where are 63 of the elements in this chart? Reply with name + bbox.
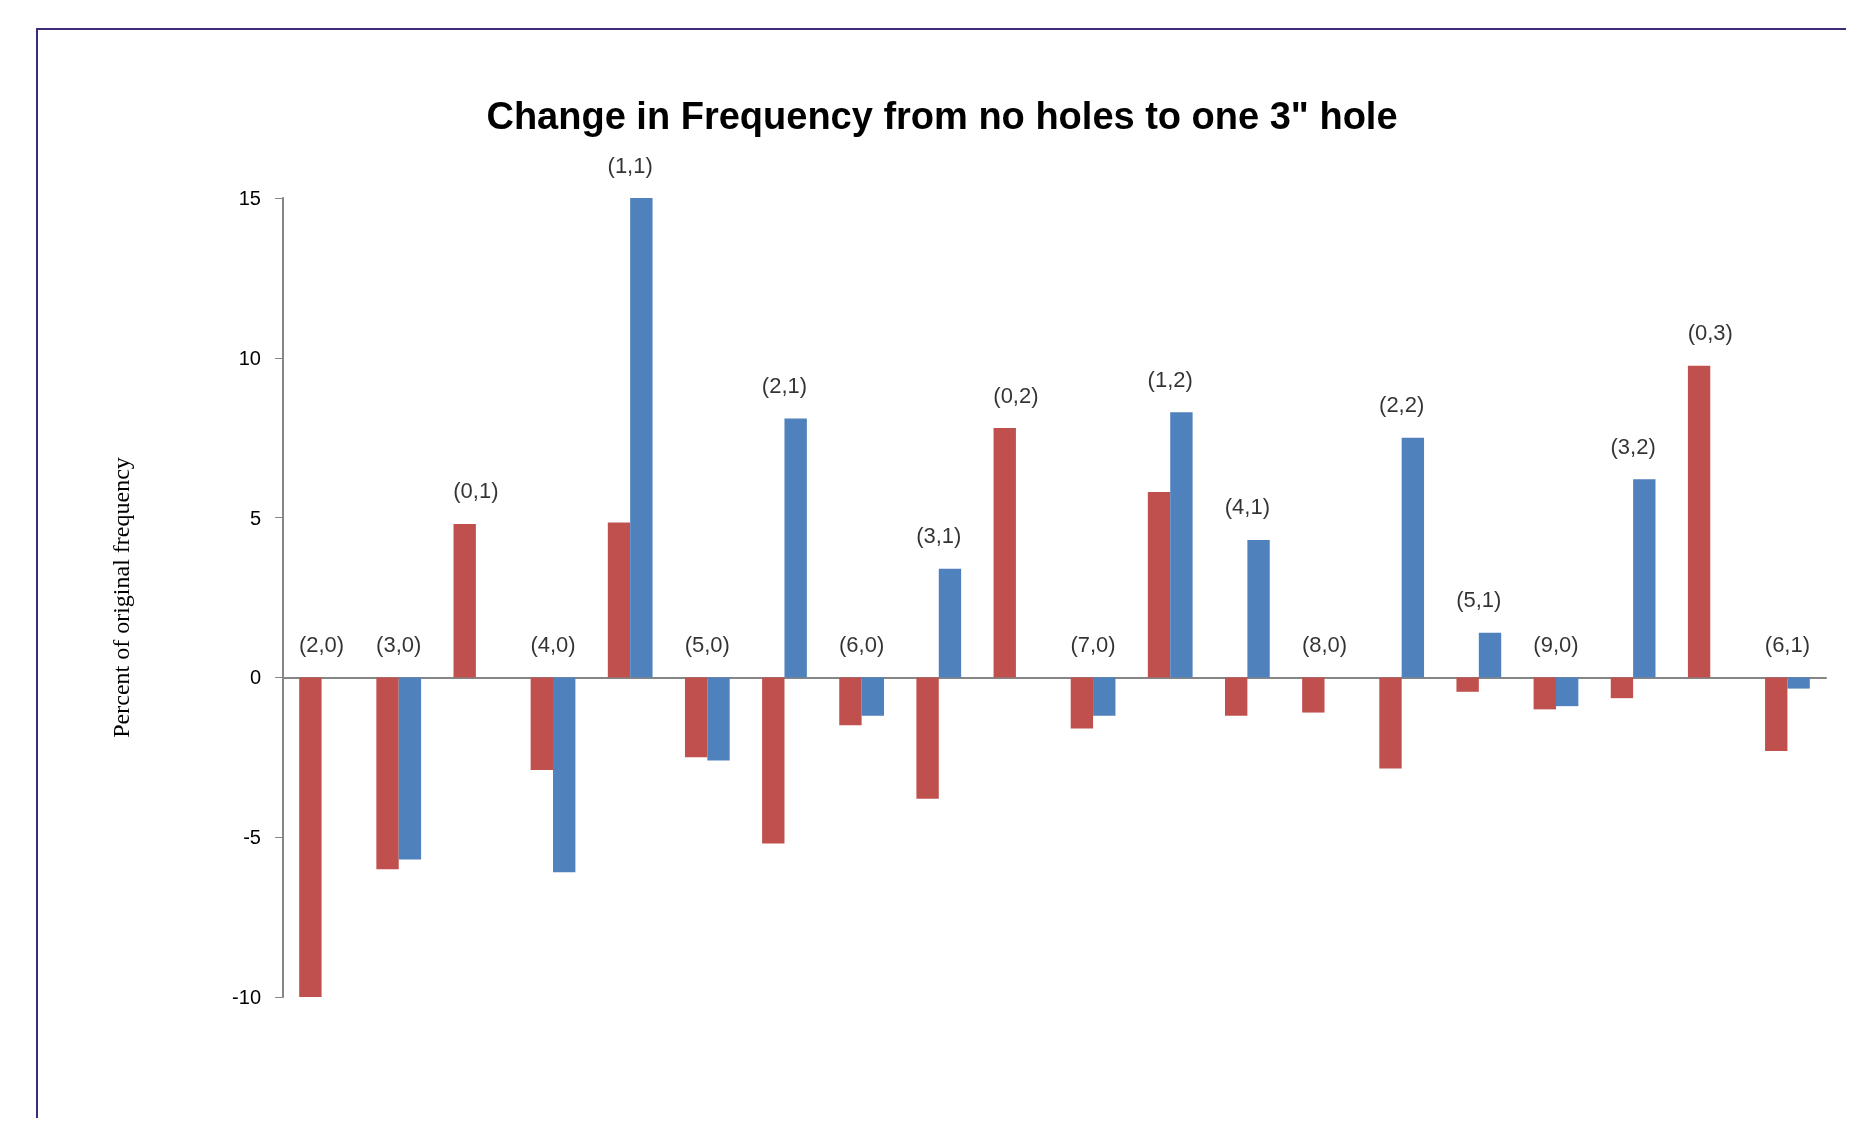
x-tick-label: (7,0) [1070, 631, 1116, 657]
bar [684, 677, 708, 758]
bar [1633, 479, 1656, 678]
bar [1401, 437, 1425, 678]
y-tick-label: -5 [243, 826, 261, 849]
bar [1765, 677, 1788, 751]
bar [1478, 632, 1502, 678]
bar [762, 677, 785, 844]
x-tick-label: (1,2) [1147, 366, 1193, 392]
bar [1379, 677, 1402, 769]
x-tick-label: (2,1) [761, 373, 808, 399]
bar [1247, 539, 1270, 678]
bar [630, 198, 653, 678]
x-tick-label: (5,1) [1456, 587, 1502, 613]
x-tick-label: (2,2) [1379, 392, 1425, 418]
y-tick-label: 0 [249, 666, 261, 689]
bar [1225, 677, 1248, 716]
bar [1610, 677, 1634, 699]
x-tick-label: (3,1) [916, 523, 962, 549]
x-tick-label: (2,0) [298, 631, 345, 657]
bar [707, 677, 730, 761]
bar [861, 677, 884, 716]
y-tick-label: 5 [249, 506, 261, 529]
x-tick-label: (9,0) [1533, 631, 1579, 657]
y-tick-label: 15 [238, 187, 261, 209]
bar [1555, 677, 1579, 707]
x-tick-label: (0,2) [993, 382, 1039, 408]
bar [1170, 412, 1193, 678]
bar [784, 418, 807, 678]
x-tick-label: (0,1) [453, 478, 499, 504]
bar [916, 677, 939, 799]
x-tick-label: (6,0) [839, 631, 885, 657]
bar [607, 522, 631, 678]
chart-title: Change in Frequency from no holes to one 3" hole [486, 95, 1398, 137]
x-tick-label: (5,0) [684, 631, 730, 657]
x-tick-label: (4,0) [530, 631, 576, 657]
bar [1302, 677, 1325, 713]
bar [993, 428, 1016, 678]
bar [1147, 492, 1171, 678]
x-tick-label: (4,1) [1224, 494, 1270, 520]
x-tick-label: (3,2) [1610, 433, 1656, 459]
x-tick-label: (0,3) [1687, 320, 1733, 346]
bar [376, 677, 399, 870]
bar [1456, 677, 1479, 692]
x-tick-label: (1,1) [607, 152, 653, 178]
bar [530, 677, 554, 771]
y-axis-title: Percent of original frequency [108, 457, 134, 738]
bar [1533, 677, 1556, 710]
x-tick-label: (6,1) [1764, 631, 1811, 657]
bar [938, 568, 962, 678]
y-tick-label: -10 [232, 986, 261, 1008]
y-tick-label: 10 [238, 346, 261, 369]
bar [1687, 365, 1711, 678]
x-tick-label: (8,0) [1301, 631, 1348, 657]
bar [398, 677, 422, 860]
bar [1787, 677, 1810, 689]
bar [553, 677, 576, 873]
bar [453, 523, 476, 678]
bar [299, 677, 322, 997]
bar [1093, 677, 1116, 716]
x-tick-label: (3,0) [376, 631, 422, 657]
bar [1070, 677, 1094, 729]
bar [839, 677, 862, 726]
